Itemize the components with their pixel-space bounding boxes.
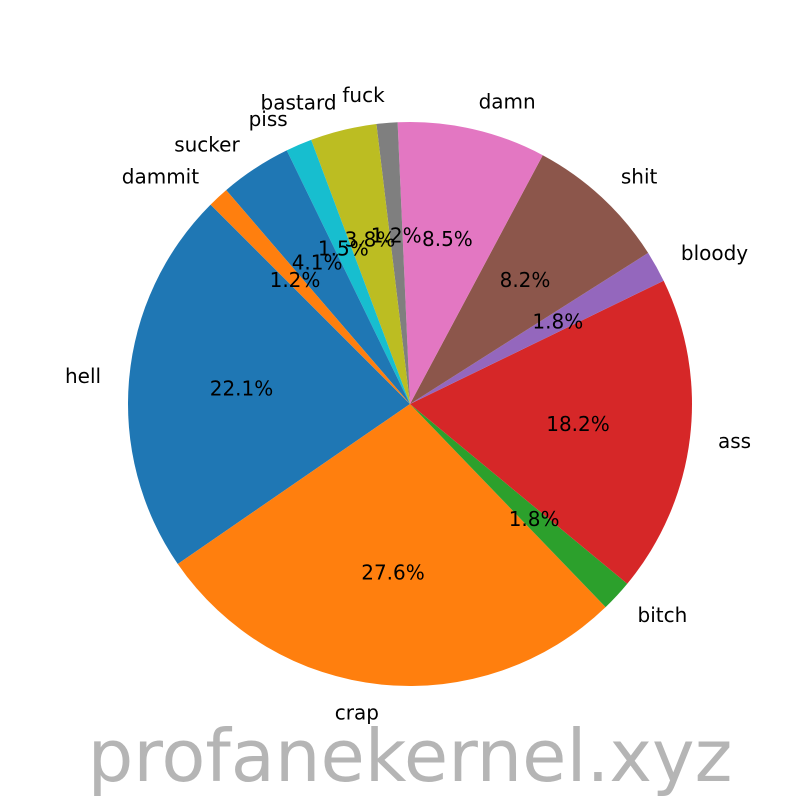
slice-percent-damn: 8.5% xyxy=(422,227,473,251)
slice-label-sucker: sucker xyxy=(174,133,240,157)
pie-slice-hell xyxy=(128,204,410,564)
slice-label-piss: piss xyxy=(249,107,288,131)
slice-label-shit: shit xyxy=(621,165,658,189)
slice-percent-bitch: 1.8% xyxy=(509,507,560,531)
slice-percent-crap: 27.6% xyxy=(361,560,425,584)
pie-slice-dammit xyxy=(210,190,410,404)
slice-label-dammit: dammit xyxy=(122,165,199,189)
slice-label-crap: crap xyxy=(335,701,379,725)
pie-slice-bastard xyxy=(311,124,410,404)
pie-labels: hell 22.1% crap 27.6% bitch 1.8% ass 18.2% blood… xyxy=(65,83,751,725)
pie-slice-piss xyxy=(286,139,410,404)
pie-slice-bitch xyxy=(410,404,628,608)
pie-slices xyxy=(128,121,692,687)
slice-percent-hell: 22.1% xyxy=(210,377,274,401)
slice-label-bitch: bitch xyxy=(638,603,688,627)
pie-slice-ass xyxy=(410,280,692,584)
slice-percent-sucker: 4.1% xyxy=(292,251,343,275)
slice-label-ass: ass xyxy=(718,429,751,453)
pie-slice-sucker xyxy=(226,150,410,404)
slice-label-bastard: bastard xyxy=(261,91,337,115)
pie-slice-crap xyxy=(177,404,606,687)
pie-slice-shit xyxy=(410,155,649,404)
slice-percent-bastard: 3.8% xyxy=(345,228,396,252)
slice-percent-bloody: 1.8% xyxy=(532,310,583,334)
slice-label-damn: damn xyxy=(479,90,536,114)
slice-percent-fuck: 1.2% xyxy=(371,223,422,247)
slice-label-hell: hell xyxy=(65,364,101,388)
pie-slice-fuck xyxy=(376,122,410,405)
pie-slice-bloody xyxy=(410,252,664,404)
slice-percent-ass: 18.2% xyxy=(546,412,610,436)
slice-percent-piss: 1.5% xyxy=(318,237,369,261)
slice-percent-dammit: 1.2% xyxy=(270,268,321,292)
slice-percent-shit: 8.2% xyxy=(500,268,551,292)
slice-label-fuck: fuck xyxy=(342,83,385,107)
watermark: profanekernel.xyz xyxy=(88,714,733,798)
slice-label-bloody: bloody xyxy=(681,241,748,265)
pie-slice-damn xyxy=(397,121,543,404)
